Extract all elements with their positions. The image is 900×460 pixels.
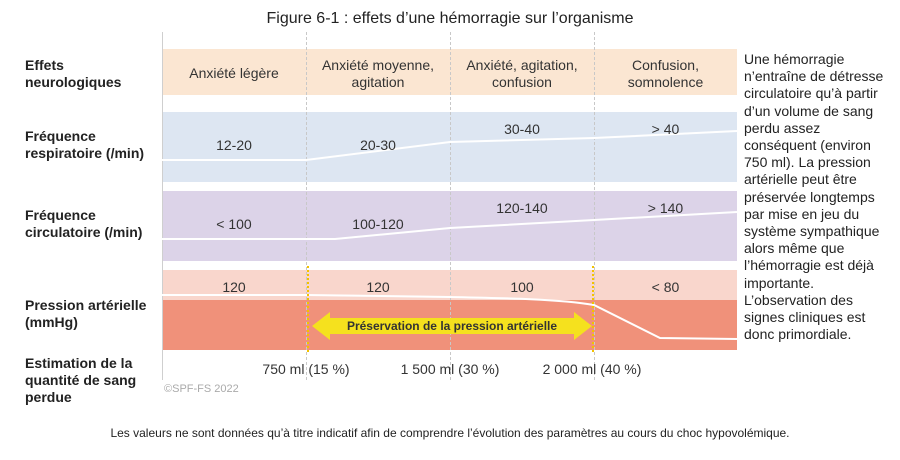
dotted-line-2000 (592, 266, 594, 352)
row-label-sang: Estimation de la quantité de sang perdue (25, 355, 137, 405)
circ-cell-1: < 100 (216, 216, 252, 232)
preservation-arrow (312, 312, 592, 340)
resp-curve (162, 130, 738, 161)
row-label-circ: Fréquence circulatoire (/min) (25, 207, 143, 240)
footer-note: Les valeurs ne sont données qu’à titre i… (110, 426, 790, 440)
side-note: Une hémorragie n’entraîne de détresse ci… (744, 51, 884, 343)
circ-cell-2: 100-120 (352, 216, 404, 232)
resp-cell-3: 30-40 (504, 121, 540, 137)
resp-cell-4: > 40 (651, 121, 680, 137)
circ-cell-4: > 140 (647, 200, 684, 216)
resp-cell-2: 20-30 (360, 137, 396, 153)
blood-loss-2000: 2 000 ml (40 %) (542, 361, 642, 377)
circ-curve (162, 211, 738, 240)
row-label-neuro: Effets neurologiques (25, 57, 122, 90)
row-label-pa: Pression artérielle (mmHg) (25, 297, 147, 330)
neuro-cell-3: Anxiété, agitation, confusion (466, 57, 578, 90)
column-line-0 (162, 32, 163, 380)
column-line-2 (450, 32, 451, 380)
neuro-cell-1: Anxiété légère (189, 65, 279, 81)
row-label-resp: Fréquence respiratoire (/min) (25, 128, 145, 161)
copyright: ©SPF-FS 2022 (164, 383, 239, 395)
preservation-label: Préservation de la pression artérielle (346, 319, 558, 333)
blood-loss-1500: 1 500 ml (30 %) (400, 361, 500, 377)
pa-cell-1: 120 (222, 279, 246, 295)
pa-cell-3: 100 (510, 279, 534, 295)
pa-cell-2: 120 (366, 279, 390, 295)
blood-loss-750: 750 ml (15 %) (262, 361, 350, 377)
pa-cell-4: < 80 (651, 279, 680, 295)
resp-cell-1: 12-20 (216, 137, 252, 153)
column-line-3 (594, 32, 595, 380)
column-line-1 (306, 32, 307, 380)
circ-cell-3: 120-140 (496, 200, 548, 216)
resp-band (162, 112, 737, 182)
circ-band (162, 191, 737, 261)
neuro-cell-2: Anxiété moyenne, agitation (321, 57, 435, 90)
neuro-cell-4: Confusion, somnolence (627, 57, 704, 90)
figure-title: Figure 6-1 : effets d’une hémorragie sur… (266, 10, 634, 27)
dotted-line-750 (307, 266, 309, 352)
neuro-band (162, 49, 737, 95)
